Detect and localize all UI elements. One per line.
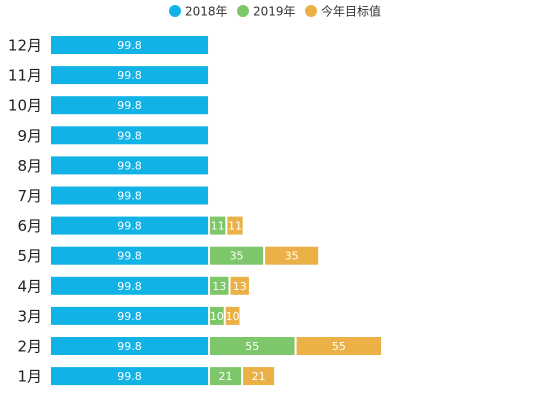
bar-data-label: 11 xyxy=(228,220,242,233)
bar-series-1[interactable] xyxy=(51,367,209,386)
bar-series-1[interactable] xyxy=(51,186,209,205)
category-label: 3月 xyxy=(17,307,42,325)
bar-data-label: 21 xyxy=(252,370,266,383)
category-label: 7月 xyxy=(17,187,42,205)
chart-bars: 99.8 99.8 99.8 99.8 99.8 99.8 99.8 11 11 99.8 35 35… xyxy=(51,36,382,386)
category-label: 1月 xyxy=(17,368,42,386)
category-label: 9月 xyxy=(17,127,42,145)
bar-series-3[interactable] xyxy=(243,367,275,386)
category-label: 12月 xyxy=(8,37,42,55)
legend-marker-series-1[interactable] xyxy=(169,5,181,17)
bar-data-label: 35 xyxy=(285,250,299,263)
bar-series-2[interactable] xyxy=(210,337,295,355)
bar-series-1[interactable] xyxy=(51,246,209,265)
bar-data-label: 10 xyxy=(226,310,240,323)
chart-legend: 2018年 2019年 今年目标值 xyxy=(169,4,381,19)
bar-data-label: 35 xyxy=(230,250,244,263)
y-axis-category-labels: 12月 11月 10月 9月 8月 7月 6月 5月 4月 3月 2月 1月 xyxy=(8,37,42,386)
category-label: 6月 xyxy=(17,217,42,235)
category-label: 8月 xyxy=(17,157,42,175)
bar-data-label: 10 xyxy=(210,310,224,323)
bar-data-label: 99.8 xyxy=(117,39,142,52)
category-label: 4月 xyxy=(17,277,42,295)
bar-series-2[interactable] xyxy=(210,306,224,325)
bar-series-1[interactable] xyxy=(51,276,209,295)
bar-series-1[interactable] xyxy=(51,216,209,235)
bar-data-label: 55 xyxy=(245,340,259,353)
bar-data-label: 99.8 xyxy=(117,129,142,142)
bar-series-3[interactable] xyxy=(265,246,319,265)
category-label: 2月 xyxy=(17,338,42,356)
bar-series-1[interactable] xyxy=(51,337,209,355)
bar-data-label: 99.8 xyxy=(117,370,142,383)
bar-data-label: 99.8 xyxy=(117,340,142,353)
bar-series-2[interactable] xyxy=(210,276,229,295)
bar-data-label: 99.8 xyxy=(117,69,142,82)
category-label: 5月 xyxy=(17,247,42,265)
bar-data-label: 99.8 xyxy=(117,250,142,263)
category-label: 10月 xyxy=(8,97,42,115)
legend-label-series-3[interactable]: 今年目标值 xyxy=(321,4,381,19)
bar-series-1[interactable] xyxy=(51,126,209,145)
bar-data-label: 99.8 xyxy=(117,310,142,323)
category-label: 11月 xyxy=(8,67,42,85)
bar-data-label: 99.8 xyxy=(117,190,142,203)
bar-series-2[interactable] xyxy=(210,246,264,265)
bar-data-label: 99.8 xyxy=(117,280,142,293)
bar-series-3[interactable] xyxy=(225,306,240,325)
bar-series-2[interactable] xyxy=(210,367,242,386)
bar-series-1[interactable] xyxy=(51,36,209,54)
bar-data-label: 13 xyxy=(233,280,247,293)
bar-data-label: 99.8 xyxy=(117,220,142,233)
bar-data-label: 99.8 xyxy=(117,159,142,172)
legend-marker-series-3[interactable] xyxy=(305,5,317,17)
bar-series-1[interactable] xyxy=(51,156,209,175)
legend-marker-series-2[interactable] xyxy=(237,5,249,17)
bar-series-1[interactable] xyxy=(51,306,209,325)
bar-series-1[interactable] xyxy=(51,96,209,115)
bar-series-3[interactable] xyxy=(227,216,243,235)
bar-series-1[interactable] xyxy=(51,66,209,85)
bar-data-label: 21 xyxy=(219,370,233,383)
bar-data-label: 99.8 xyxy=(117,99,142,112)
bar-data-label: 13 xyxy=(212,280,226,293)
legend-label-series-1[interactable]: 2018年 xyxy=(185,5,228,19)
bar-series-3[interactable] xyxy=(296,337,382,355)
bar-data-label: 11 xyxy=(211,220,225,233)
legend-label-series-2[interactable]: 2019年 xyxy=(253,5,296,19)
bar-series-2[interactable] xyxy=(210,216,226,235)
bar-data-label: 55 xyxy=(332,340,346,353)
bar-series-3[interactable] xyxy=(230,276,249,295)
